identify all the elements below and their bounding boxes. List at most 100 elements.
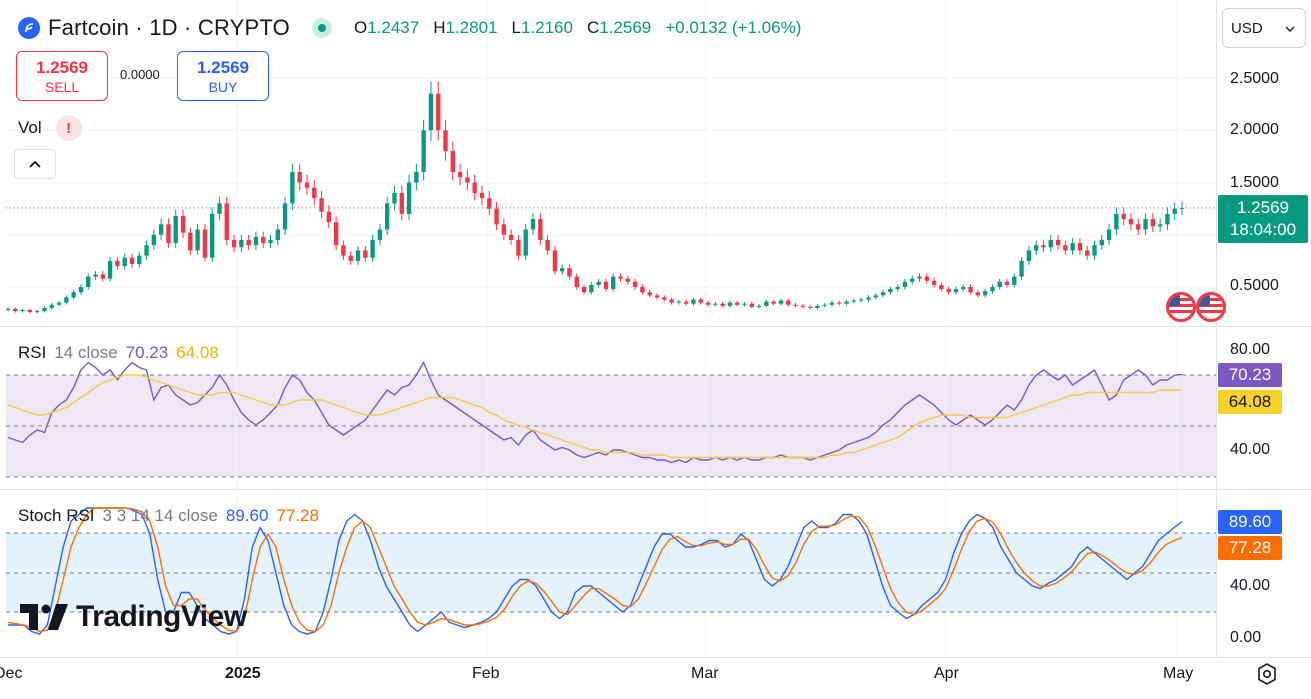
- candle-body: [326, 211, 332, 223]
- candlestick-series: [5, 81, 1185, 314]
- rsi-legend-value: 70.23: [125, 343, 169, 362]
- chevron-up-icon: [29, 160, 41, 168]
- candle-body: [436, 93, 441, 131]
- candle-body: [224, 203, 229, 240]
- candle-body: [122, 257, 127, 267]
- candle-body: [800, 305, 805, 307]
- candle-body: [742, 303, 747, 305]
- tradingview-watermark[interactable]: TradingView: [20, 600, 247, 634]
- candle-body: [1165, 213, 1170, 225]
- candle-body: [764, 301, 769, 306]
- rsi-legend[interactable]: RSI 14 close 70.23 64.08: [18, 343, 219, 363]
- sell-price: 1.2569: [36, 58, 88, 77]
- candle-body: [56, 302, 62, 305]
- candle-body: [173, 215, 178, 244]
- currency-select[interactable]: USD: [1222, 8, 1306, 48]
- rsi-ma-value-tag: 64.08: [1218, 390, 1282, 414]
- candle-body: [64, 297, 69, 303]
- candle-body: [552, 250, 558, 272]
- brand-name: TradingView: [76, 600, 247, 633]
- ohlc-low: 1.2160: [520, 18, 573, 37]
- time-tick: Feb: [472, 665, 500, 682]
- chart-settings-icon[interactable]: [1255, 662, 1279, 686]
- candle-body: [472, 182, 477, 193]
- candle-body: [1004, 281, 1010, 285]
- candle-body: [851, 300, 857, 302]
- candle-body: [42, 307, 47, 312]
- candle-body: [180, 215, 186, 233]
- candle-body: [807, 306, 813, 308]
- candle-body: [793, 304, 798, 306]
- candle-body: [902, 281, 908, 287]
- candle-body: [676, 301, 682, 303]
- candle-body: [538, 219, 543, 240]
- rsi-args: 14 close: [54, 343, 118, 362]
- candle-body: [1128, 219, 1134, 225]
- candle-body: [290, 172, 295, 204]
- candle-body: [355, 250, 361, 261]
- candle-body: [239, 239, 244, 248]
- rsi-value-tag: 70.23: [1218, 363, 1282, 387]
- candle-body: [494, 208, 499, 225]
- candle-body: [166, 224, 171, 244]
- candle-body: [377, 229, 383, 240]
- candle-body: [771, 301, 776, 304]
- candle-body: [385, 203, 390, 230]
- candle-body: [1077, 243, 1083, 251]
- sell-label: SELL: [44, 79, 80, 95]
- candle-body: [115, 260, 120, 267]
- fartcoin-logo-icon[interactable]: [18, 17, 40, 39]
- candle-body: [829, 302, 835, 305]
- candle-body: [939, 284, 944, 290]
- candle-body: [282, 203, 288, 230]
- buy-button[interactable]: 1.2569 BUY: [177, 51, 269, 101]
- ohlc-close-key: C: [586, 18, 600, 37]
- candle-body: [727, 302, 733, 306]
- bar-countdown: 18:04:00: [1229, 220, 1297, 239]
- candle-body: [669, 299, 674, 303]
- price-tick: 1.5000: [1230, 174, 1279, 191]
- candle-body: [1114, 213, 1119, 230]
- candle-body: [778, 300, 784, 304]
- candle-body: [516, 239, 521, 256]
- stoch-legend[interactable]: Stoch RSI 3 3 14 14 close 89.60 77.28: [18, 506, 319, 526]
- warning-icon[interactable]: !: [55, 115, 82, 141]
- candle-body: [1033, 245, 1039, 251]
- candle-body: [647, 292, 652, 296]
- stoch-k-value-tag: 89.60: [1218, 510, 1282, 534]
- rsi-name: RSI: [18, 343, 47, 362]
- time-tick: 2025: [225, 665, 261, 682]
- us-flag-icon[interactable]: [1196, 292, 1226, 322]
- candle-body: [990, 287, 995, 292]
- ohlc-values: O1.2437 H1.2801 L1.2160 C1.2569 +0.0132 …: [354, 18, 801, 38]
- candle-body: [450, 151, 455, 173]
- candle-body: [895, 287, 900, 290]
- candle-body: [924, 276, 929, 281]
- candle-body: [640, 287, 645, 293]
- candle-body: [596, 281, 601, 285]
- candle-body: [304, 182, 310, 188]
- candle-body: [545, 239, 550, 251]
- candle-body: [348, 255, 353, 261]
- volume-legend[interactable]: Vol !: [18, 115, 82, 141]
- ohlc-high: 1.2801: [445, 18, 498, 37]
- candle-body: [931, 280, 937, 285]
- us-flag-icon[interactable]: [1166, 292, 1196, 322]
- candle-body: [910, 278, 915, 282]
- price-tick: 0.5000: [1230, 277, 1279, 294]
- candle-body: [27, 309, 33, 313]
- candle-body: [1012, 276, 1017, 285]
- candle-body: [1136, 224, 1141, 230]
- candle-body: [209, 213, 215, 258]
- stoch-args: 3 3 14 14 close: [102, 506, 218, 525]
- collapse-legend-button[interactable]: [14, 149, 56, 179]
- candle-body: [501, 224, 507, 235]
- candle-body: [946, 289, 951, 293]
- market-status-icon[interactable]: [311, 18, 332, 38]
- sell-button[interactable]: 1.2569 SELL: [16, 51, 108, 101]
- symbol-title[interactable]: Fartcoin · 1D · CRYPTO: [48, 15, 290, 40]
- ohlc-close: 1.2569: [599, 18, 652, 37]
- candle-body: [749, 303, 754, 307]
